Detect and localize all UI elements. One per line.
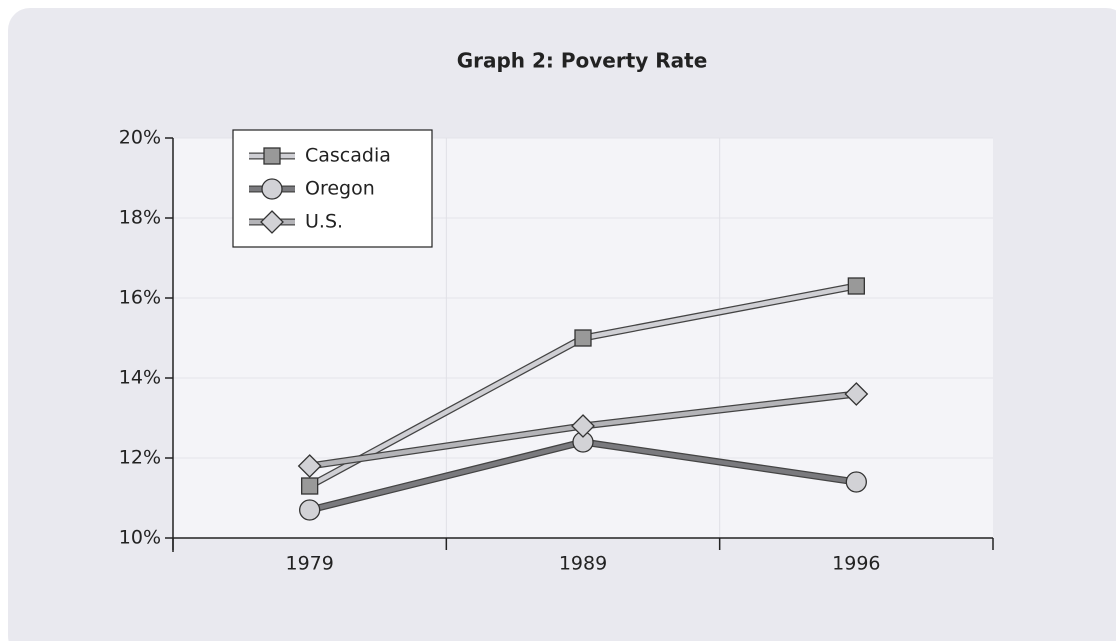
y-tick-label: 18% [119, 207, 161, 229]
point [847, 277, 865, 295]
point [301, 477, 319, 495]
legend-label: Oregon [305, 178, 375, 200]
point [299, 499, 321, 521]
point [574, 329, 592, 347]
legend-marker [263, 147, 281, 165]
legend-label: Cascadia [305, 145, 391, 167]
legend-marker [261, 178, 283, 200]
y-tick-label: 16% [119, 287, 161, 309]
point [845, 471, 867, 493]
x-tick-label: 1996 [832, 553, 880, 575]
chart-title: Graph 2: Poverty Rate [457, 49, 708, 73]
legend-marker [260, 210, 284, 234]
legend-label: U.S. [305, 211, 343, 233]
point [571, 414, 595, 438]
point [297, 454, 322, 478]
x-tick-label: 1989 [559, 553, 607, 575]
y-tick-label: 10% [119, 527, 161, 549]
y-tick-label: 12% [119, 447, 161, 469]
y-tick-label: 20% [119, 127, 161, 149]
x-tick-label: 1979 [285, 553, 333, 575]
y-tick-label: 14% [119, 367, 161, 389]
point [844, 382, 869, 406]
